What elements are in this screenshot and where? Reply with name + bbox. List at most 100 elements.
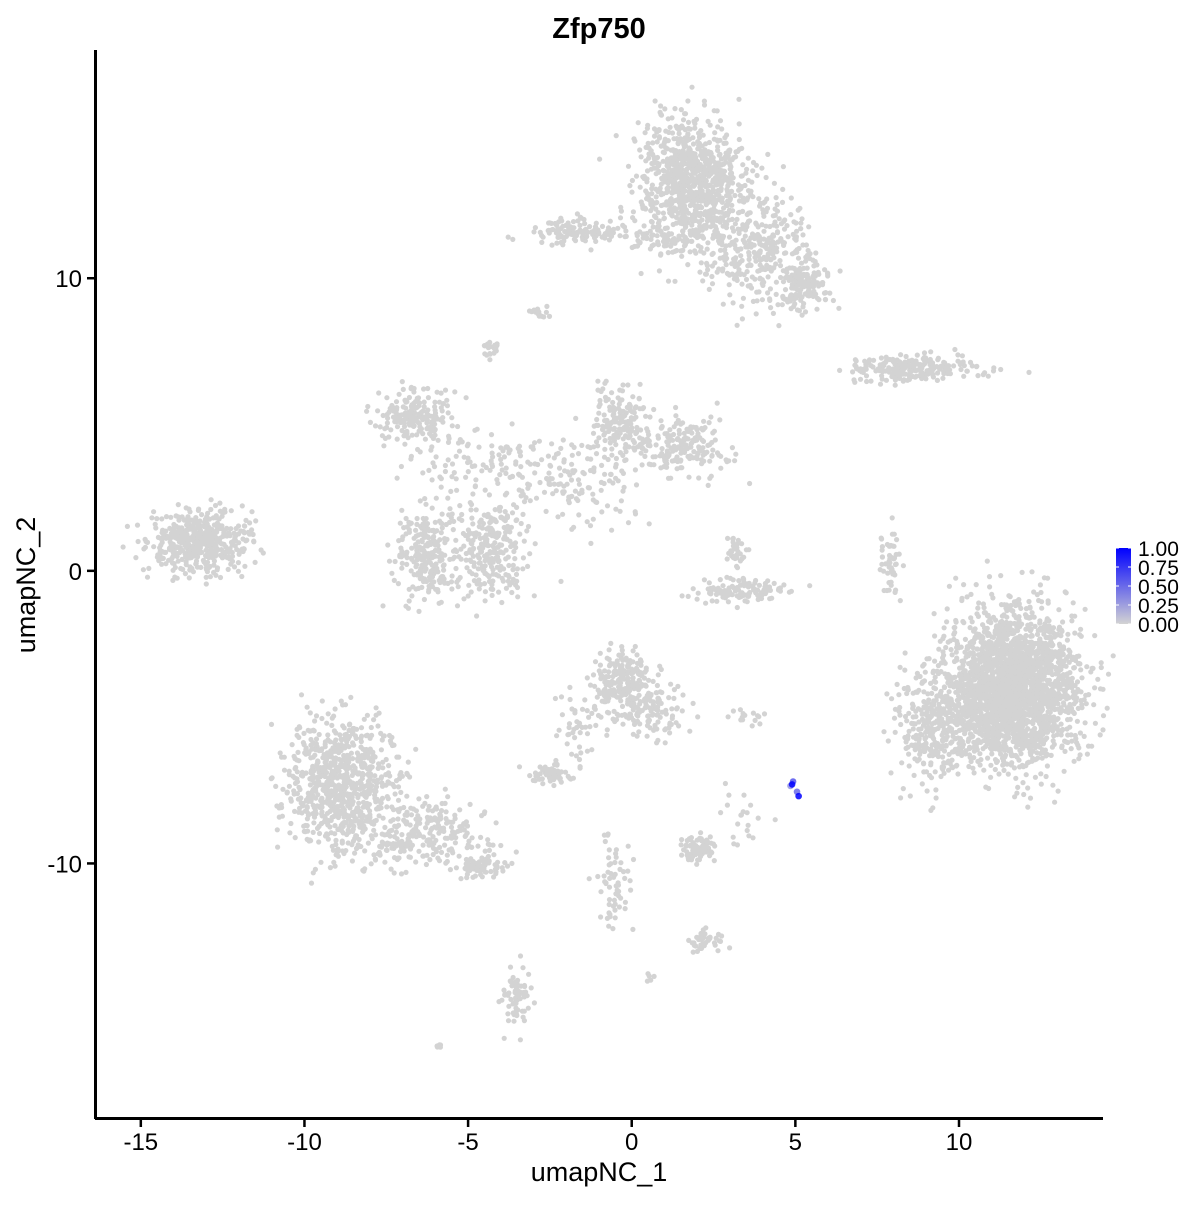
cell-point bbox=[598, 487, 604, 493]
cell-point bbox=[514, 517, 520, 523]
cell-point bbox=[748, 235, 754, 241]
cell-point bbox=[647, 414, 653, 420]
cell-point bbox=[499, 575, 505, 582]
cell-point bbox=[641, 223, 647, 229]
cell-point bbox=[737, 591, 744, 597]
cell-point bbox=[527, 461, 534, 467]
cell-point bbox=[679, 197, 685, 204]
cell-point bbox=[692, 207, 699, 213]
cell-point bbox=[692, 121, 698, 127]
cell-point bbox=[193, 560, 199, 567]
cell-point bbox=[520, 491, 526, 497]
cell-point bbox=[723, 262, 729, 268]
cell-point bbox=[695, 146, 701, 152]
cell-point bbox=[425, 526, 431, 532]
cell-point bbox=[588, 540, 594, 547]
cell-point bbox=[404, 555, 410, 561]
cell-point bbox=[658, 251, 664, 257]
cell-point bbox=[741, 225, 747, 231]
cell-point bbox=[730, 577, 736, 583]
cell-point bbox=[706, 286, 712, 292]
cell-point bbox=[736, 136, 742, 143]
cell-point bbox=[742, 598, 748, 604]
cell-point bbox=[399, 565, 405, 571]
cell-point bbox=[437, 537, 443, 543]
cell-point bbox=[721, 140, 727, 146]
cell-point bbox=[471, 563, 477, 569]
cell-point bbox=[440, 419, 446, 425]
cell-point bbox=[393, 399, 400, 405]
cell-point bbox=[710, 447, 716, 453]
cell-point bbox=[714, 191, 720, 198]
cell-point bbox=[689, 217, 695, 223]
cell-point bbox=[753, 220, 759, 226]
cell-point bbox=[413, 564, 419, 570]
cell-point bbox=[609, 390, 615, 396]
cell-point bbox=[765, 151, 771, 157]
cell-point bbox=[810, 273, 816, 279]
cell-point bbox=[490, 559, 496, 565]
cell-point bbox=[687, 126, 693, 132]
cell-point bbox=[749, 179, 755, 185]
cell-point bbox=[680, 219, 686, 225]
cell-point bbox=[222, 550, 229, 556]
cell-point bbox=[730, 208, 736, 214]
cell-point bbox=[756, 196, 762, 202]
cell-point bbox=[773, 279, 780, 285]
cell-point bbox=[830, 297, 837, 304]
cell-point bbox=[144, 574, 151, 580]
cell-point bbox=[204, 526, 210, 533]
cell-point bbox=[203, 533, 209, 540]
cell-point bbox=[486, 578, 493, 585]
cell-point bbox=[453, 453, 459, 459]
cell-point bbox=[727, 292, 733, 298]
cell-point bbox=[548, 463, 554, 469]
cell-point bbox=[938, 364, 944, 370]
cell-point bbox=[772, 219, 778, 225]
cell-point bbox=[209, 538, 215, 545]
cell-point bbox=[509, 421, 515, 427]
cell-point bbox=[489, 443, 495, 449]
cell-point bbox=[967, 625, 973, 631]
cell-point bbox=[672, 153, 678, 159]
cell-point bbox=[191, 545, 197, 551]
cell-point bbox=[964, 368, 970, 374]
cell-point bbox=[577, 222, 583, 228]
cell-point bbox=[459, 517, 465, 524]
cell-point bbox=[707, 458, 713, 464]
cell-point bbox=[893, 551, 899, 558]
cell-point bbox=[372, 423, 379, 429]
cell-point bbox=[689, 167, 696, 173]
cell-point bbox=[770, 265, 776, 271]
cell-point bbox=[656, 135, 663, 141]
cell-point bbox=[717, 577, 723, 583]
cell-point bbox=[549, 476, 555, 482]
cell-point bbox=[759, 297, 766, 303]
cell-point bbox=[682, 224, 689, 230]
cell-point bbox=[380, 603, 386, 609]
cell-point bbox=[788, 212, 794, 218]
cell-point bbox=[626, 435, 632, 441]
cell-point bbox=[241, 530, 247, 536]
cell-point bbox=[453, 565, 459, 572]
cell-point bbox=[476, 524, 482, 530]
cluster-7 bbox=[364, 379, 478, 459]
cell-point bbox=[595, 387, 601, 393]
cell-point bbox=[685, 210, 692, 216]
cell-point bbox=[951, 625, 957, 631]
cell-point bbox=[734, 565, 741, 571]
cell-point bbox=[952, 346, 958, 353]
cell-point bbox=[602, 446, 608, 452]
cell-point bbox=[212, 502, 219, 509]
cell-point bbox=[739, 316, 746, 322]
cell-point bbox=[421, 596, 427, 603]
cell-point bbox=[589, 229, 595, 235]
cell-point bbox=[410, 416, 416, 422]
cell-point bbox=[560, 489, 566, 495]
cell-point bbox=[699, 461, 705, 467]
cell-point bbox=[714, 598, 720, 604]
cell-point bbox=[658, 465, 664, 471]
cell-point bbox=[623, 228, 629, 234]
cell-point bbox=[695, 450, 701, 456]
